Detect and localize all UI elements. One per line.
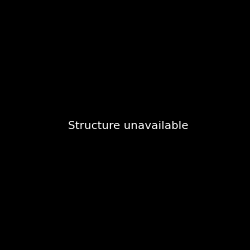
Text: Structure unavailable: Structure unavailable <box>68 121 188 131</box>
